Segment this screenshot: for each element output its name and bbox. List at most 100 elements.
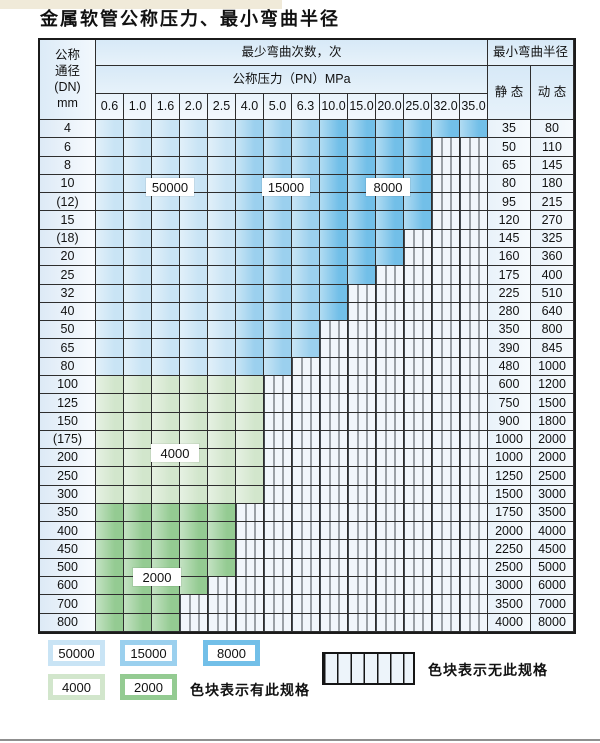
spec-cell [180, 229, 208, 248]
spec-cell [404, 357, 432, 376]
spec-cell [236, 211, 264, 230]
spec-cell [348, 321, 376, 340]
spec-cell [292, 339, 320, 358]
spec-cell [264, 247, 292, 267]
spec-cell [208, 558, 236, 578]
spec-cell [180, 247, 208, 267]
static-radius-cell: 2000 [488, 522, 531, 541]
spec-cell [320, 138, 348, 157]
spec-cell [404, 375, 432, 395]
spec-cell [376, 266, 404, 285]
static-radius-cell: 2250 [488, 540, 531, 559]
spec-cell [376, 302, 404, 322]
spec-cell [96, 229, 124, 248]
spec-cell [208, 449, 236, 468]
spec-cell [320, 375, 348, 395]
spec-cell [152, 357, 180, 376]
static-radius-cell: 50 [488, 138, 531, 157]
spec-cell [152, 467, 180, 486]
spec-cell [404, 467, 432, 486]
spec-cell [460, 430, 488, 450]
spec-cell [96, 138, 124, 157]
spec-cell [376, 540, 404, 559]
spec-cell [124, 394, 152, 413]
spec-cell [124, 302, 152, 322]
static-radius-cell: 95 [488, 193, 531, 212]
spec-cell [292, 577, 320, 596]
pressure-col-header: 20.0 [376, 94, 404, 120]
spec-cell [460, 467, 488, 486]
spec-cell [292, 266, 320, 285]
spec-cell [208, 394, 236, 413]
legend-swatch-8000: 8000 [203, 640, 260, 666]
spec-cell [292, 302, 320, 322]
legend-swatch-15000: 15000 [120, 640, 177, 666]
spec-cell [236, 266, 264, 285]
spec-cell [320, 156, 348, 175]
spec-cell [96, 540, 124, 559]
spec-cell [208, 357, 236, 376]
spec-cell [208, 577, 236, 596]
spec-cell [208, 412, 236, 431]
spec-cell [432, 540, 460, 559]
spec-cell [404, 503, 432, 523]
spec-table: 公称 通径 (DN) mm 最少弯曲次数，次 最小弯曲半径 公称压力（PN）MP… [38, 38, 576, 634]
dn-cell: 800 [40, 613, 96, 632]
spec-cell [96, 247, 124, 267]
spec-cell [432, 357, 460, 376]
spec-cell [264, 120, 292, 139]
static-radius-cell: 1000 [488, 449, 531, 468]
spec-cell [460, 503, 488, 523]
spec-cell [180, 211, 208, 230]
page-title: 金属软管公称压力、最小弯曲半径 [40, 9, 340, 30]
spec-cell [404, 266, 432, 285]
spec-cell [348, 613, 376, 632]
spec-cell [348, 394, 376, 413]
spec-cell [432, 321, 460, 340]
spec-cell [152, 394, 180, 413]
spec-cell [152, 375, 180, 395]
spec-cell [236, 595, 264, 614]
spec-cell [124, 595, 152, 614]
spec-cell [236, 247, 264, 267]
spec-cell [432, 120, 460, 139]
spec-cell [376, 412, 404, 431]
spec-cell [320, 595, 348, 614]
spec-cell [404, 138, 432, 157]
dynamic-radius-cell: 215 [531, 193, 574, 212]
spec-cell [460, 394, 488, 413]
corner-line-2: 通径 [54, 64, 80, 78]
corner-line-3: (DN) [54, 80, 81, 94]
spec-cell [152, 193, 180, 212]
spec-cell [320, 229, 348, 248]
dn-cell: 10 [40, 174, 96, 194]
dn-cell: 50 [40, 321, 96, 340]
spec-cell [292, 522, 320, 541]
dynamic-radius-cell: 400 [531, 266, 574, 285]
spec-cell [208, 522, 236, 541]
spec-cell [404, 284, 432, 303]
spec-cell [348, 266, 376, 285]
spec-cell [236, 321, 264, 340]
spec-cell [152, 595, 180, 614]
spec-cell [180, 357, 208, 376]
dn-cell: 15 [40, 211, 96, 230]
spec-cell [96, 467, 124, 486]
legend-swatch-value: 50000 [53, 645, 100, 661]
spec-cell [208, 193, 236, 212]
pressure-col-header: 15.0 [348, 94, 376, 120]
spec-cell [264, 613, 292, 632]
dn-cell: 25 [40, 266, 96, 285]
spec-cell [376, 339, 404, 358]
dn-cell: (12) [40, 193, 96, 212]
spec-cell [432, 430, 460, 450]
spec-cell [236, 503, 264, 523]
spec-cell [432, 394, 460, 413]
spec-cell [320, 302, 348, 322]
spec-cell [460, 577, 488, 596]
bend-count-label: 2000 [133, 568, 181, 586]
pressure-col-header: 0.6 [96, 94, 124, 120]
spec-cell [152, 138, 180, 157]
spec-cell [320, 321, 348, 340]
